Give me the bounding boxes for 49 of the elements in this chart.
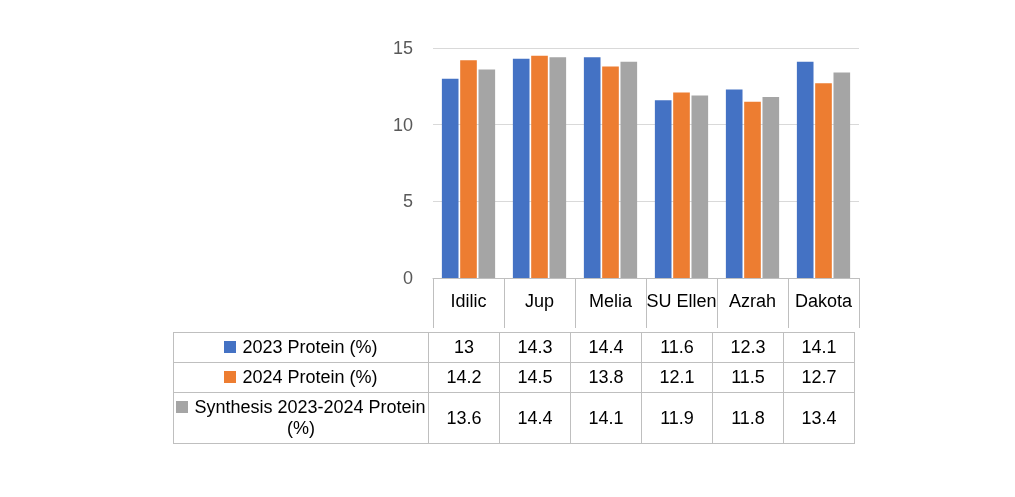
bar xyxy=(673,92,690,278)
data-label: 13.4 xyxy=(783,392,855,444)
data-label: 14.3 xyxy=(499,332,571,363)
bar xyxy=(691,95,709,278)
bar xyxy=(744,101,761,278)
bar xyxy=(815,83,832,278)
bar xyxy=(549,57,567,278)
data-label: 11.8 xyxy=(712,392,784,444)
data-label: 11.6 xyxy=(641,332,713,363)
legend-label: Synthesis 2023-2024 Protein (%) xyxy=(173,392,429,444)
data-label: 11.9 xyxy=(641,392,713,444)
bar xyxy=(460,60,477,278)
x-tick-label: Azrah xyxy=(728,291,777,311)
bar xyxy=(583,57,601,278)
data-label: 13 xyxy=(428,332,500,363)
x-tick-label: Jup xyxy=(524,291,555,311)
data-label: 12.7 xyxy=(783,362,855,393)
x-tick-label: Melia xyxy=(588,291,633,311)
data-label: 14.5 xyxy=(499,362,571,393)
data-label: 12.3 xyxy=(712,332,784,363)
bar xyxy=(441,78,459,278)
y-tick-label: 5 xyxy=(402,191,413,212)
y-tick-label: 10 xyxy=(392,114,413,135)
data-label: 14.1 xyxy=(783,332,855,363)
data-label: 14.1 xyxy=(570,392,642,444)
x-tick-label: Dakota xyxy=(794,291,853,311)
y-tick-label: 15 xyxy=(392,38,413,58)
y-tick-label: 0 xyxy=(402,268,413,288)
x-tick-label: Idilic xyxy=(450,291,487,311)
data-label: 14.4 xyxy=(499,392,571,444)
data-label: 12.1 xyxy=(641,362,713,393)
data-label: 11.5 xyxy=(712,362,784,393)
bar xyxy=(512,58,530,278)
data-label: 13.6 xyxy=(428,392,500,444)
data-label: 14.4 xyxy=(570,332,642,363)
bar xyxy=(531,55,548,278)
data-label: 13.8 xyxy=(570,362,642,393)
bar xyxy=(620,61,638,278)
bar xyxy=(654,100,672,278)
bar xyxy=(796,61,814,278)
bar xyxy=(602,66,619,278)
data-label: 14.2 xyxy=(428,362,500,393)
x-tick-label: SU Ellen xyxy=(646,291,717,311)
bar xyxy=(762,97,780,278)
bar xyxy=(833,72,851,278)
bar xyxy=(478,69,496,278)
legend-label: 2024 Protein (%) xyxy=(173,362,429,393)
legend-label: 2023 Protein (%) xyxy=(173,332,429,363)
bar xyxy=(725,89,743,278)
